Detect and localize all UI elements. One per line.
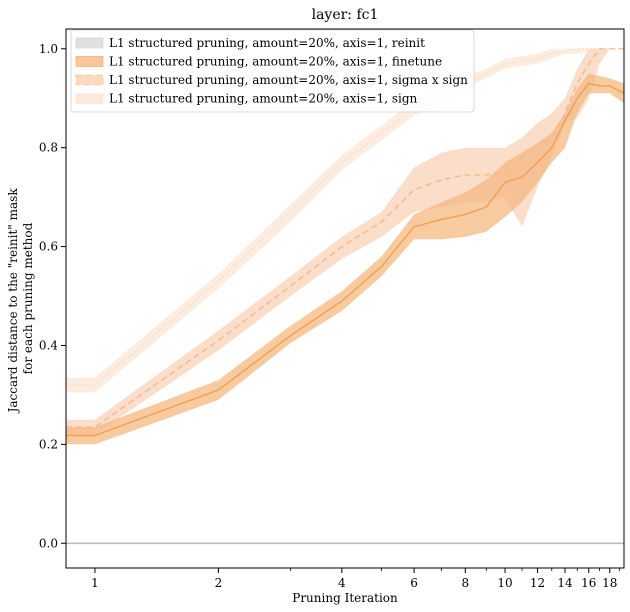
legend-entry-label: L1 structured pruning, amount=20%, axis=…: [109, 92, 418, 106]
series-lines: [66, 48, 624, 545]
y-tick-label: 0.8: [39, 141, 58, 155]
y-tick-label: 0.0: [39, 536, 58, 550]
x-tick-label: 1: [91, 576, 99, 590]
x-tick-label: 4: [338, 576, 346, 590]
x-tick-label: 12: [530, 576, 545, 590]
legend: L1 structured pruning, amount=20%, axis=…: [70, 29, 475, 113]
y-axis-label: Jaccard distance to the "reinit" mask fo…: [6, 185, 35, 415]
legend-entry-label: L1 structured pruning, amount=20%, axis=…: [109, 73, 468, 87]
confidence-bands: [66, 48, 624, 445]
legend-box: [70, 29, 475, 113]
x-tick-label: 6: [410, 576, 418, 590]
x-tick-label: 8: [461, 576, 469, 590]
y-tick-label: 1.0: [39, 42, 58, 56]
x-tick-label: 14: [557, 576, 573, 590]
legend-swatch: [75, 93, 104, 104]
legend-entry-label: L1 structured pruning, amount=20%, axis=…: [109, 55, 442, 69]
x-axis-ticks: 1 2 4 6 8 10 12 14 16 18: [91, 568, 620, 590]
x-tick-label: 10: [497, 576, 512, 590]
y-axis-label-line-1: Jaccard distance to the "reinit" mask: [6, 188, 20, 415]
y-axis-ticks: 0.0 0.2 0.4 0.6 0.8 1.0: [39, 42, 66, 550]
y-tick-label: 0.2: [39, 437, 58, 451]
y-tick-label: 0.4: [39, 338, 58, 352]
legend-swatch: [75, 56, 104, 67]
band-series-3: [66, 48, 624, 435]
band-series-4: [66, 48, 624, 393]
plot-frame: [65, 28, 625, 569]
x-tick-label: 18: [602, 576, 617, 590]
legend-entry-label: L1 structured pruning, amount=20%, axis=…: [109, 36, 425, 50]
band-series-2: [66, 73, 624, 445]
x-axis-label: Pruning Iteration: [292, 591, 398, 605]
chart-title: layer: fc1: [312, 7, 379, 23]
y-axis-label-line-2: for each pruning method: [21, 222, 35, 374]
line-series-3: [66, 48, 624, 428]
legend-swatch: [75, 74, 104, 86]
legend-swatch: [75, 37, 104, 49]
line-series-4: [66, 48, 624, 386]
line-series-2: [66, 82, 624, 437]
y-tick-label: 0.6: [39, 240, 58, 254]
x-tick-label: 16: [581, 576, 596, 590]
x-tick-label: 2: [215, 576, 223, 590]
